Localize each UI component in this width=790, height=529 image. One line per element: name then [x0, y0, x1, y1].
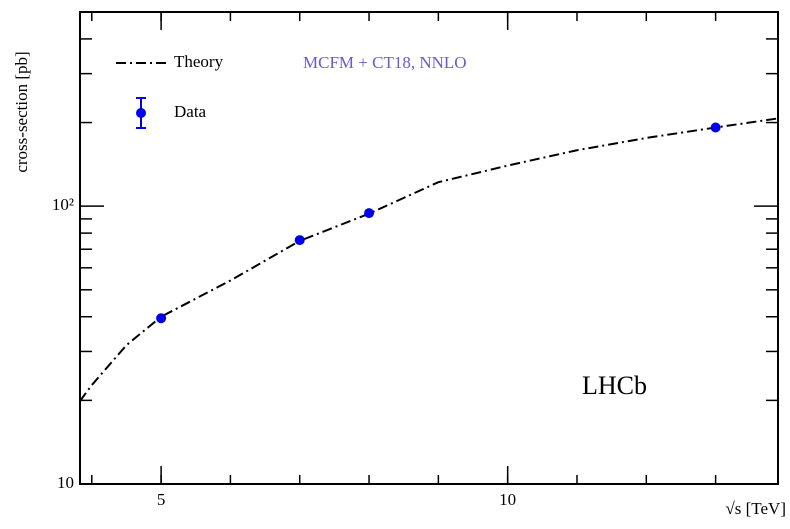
legend-label: Data: [174, 102, 207, 121]
plot-frame: [79, 11, 779, 485]
legend-label: Theory: [174, 52, 224, 71]
legend-marker: [136, 108, 146, 118]
data-point: [156, 313, 167, 324]
data-point: [294, 235, 305, 246]
annotation: MCFM + CT18, NNLO: [303, 53, 467, 72]
x-tick-label: 10: [499, 490, 516, 509]
y-axis-label: cross-section [pb]: [12, 51, 31, 172]
annotation: LHCb: [582, 371, 647, 400]
x-tick-label: 5: [157, 490, 166, 509]
data-point: [710, 122, 721, 133]
x-axis-label: √s [TeV]: [725, 499, 786, 518]
y-tick-label: 10²: [52, 195, 74, 214]
theory-line: [79, 117, 779, 402]
data-point: [364, 208, 375, 219]
y-tick-label: 10: [57, 473, 74, 492]
